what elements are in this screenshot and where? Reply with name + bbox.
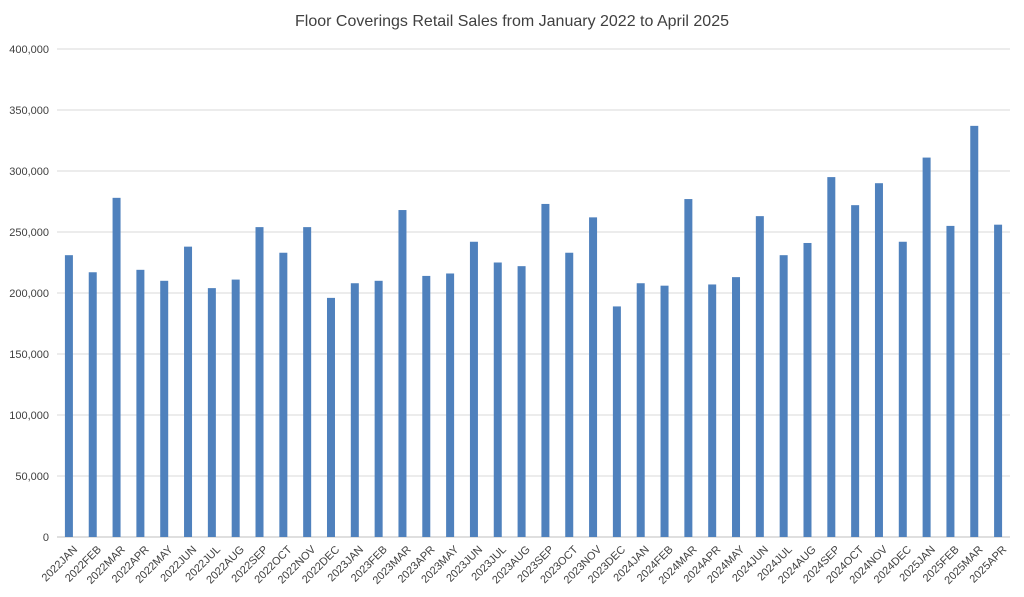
y-tick-label: 200,000 xyxy=(9,288,49,300)
bar xyxy=(612,306,621,537)
bar xyxy=(946,225,955,537)
gridlines xyxy=(57,48,1010,538)
bar xyxy=(112,197,121,537)
bar xyxy=(350,283,359,537)
bar xyxy=(374,280,383,537)
bar xyxy=(898,241,907,537)
y-tick-label: 300,000 xyxy=(9,166,49,178)
bar xyxy=(279,252,288,538)
bar xyxy=(136,269,145,537)
bar xyxy=(803,242,812,538)
bar xyxy=(326,297,335,537)
bar xyxy=(660,285,669,537)
y-tick-label: 150,000 xyxy=(9,349,49,361)
bar xyxy=(708,284,717,537)
bar xyxy=(851,205,860,537)
bar xyxy=(231,279,240,537)
bar xyxy=(732,277,741,537)
y-axis-ticks: 0 50,000 100,000 150,000 200,000 250,000 300,0… xyxy=(9,44,49,544)
bar xyxy=(994,224,1003,537)
bar xyxy=(493,262,502,537)
bar xyxy=(422,275,431,537)
bar xyxy=(160,280,169,537)
bar xyxy=(589,217,598,538)
bar xyxy=(541,203,550,537)
bar xyxy=(827,177,836,537)
y-tick-label: 350,000 xyxy=(9,105,49,117)
bar xyxy=(207,288,216,537)
bars xyxy=(64,125,1003,538)
bar xyxy=(970,125,979,538)
y-tick-label: 50,000 xyxy=(15,471,49,483)
y-tick-label: 100,000 xyxy=(9,410,49,422)
bar xyxy=(517,266,526,537)
bar xyxy=(922,157,931,537)
bar xyxy=(469,241,478,537)
y-tick-label: 250,000 xyxy=(9,227,49,239)
x-axis-ticks: 2022JAN2022FEB2022MAR2022APR2022MAY2022J… xyxy=(40,543,1010,587)
bar xyxy=(303,227,312,537)
chart-title: Floor Coverings Retail Sales from Januar… xyxy=(295,13,729,30)
y-tick-label: 400,000 xyxy=(9,44,49,56)
y-tick-label: 0 xyxy=(43,532,49,544)
bar xyxy=(398,210,407,538)
bar xyxy=(779,255,788,537)
bar xyxy=(874,183,883,537)
bar xyxy=(684,199,693,537)
bar xyxy=(184,246,193,537)
bar xyxy=(446,273,455,537)
bar xyxy=(636,283,645,537)
bar xyxy=(565,252,574,538)
bar xyxy=(64,255,73,537)
bar xyxy=(755,216,764,537)
bar xyxy=(255,227,264,537)
bar xyxy=(88,272,97,537)
